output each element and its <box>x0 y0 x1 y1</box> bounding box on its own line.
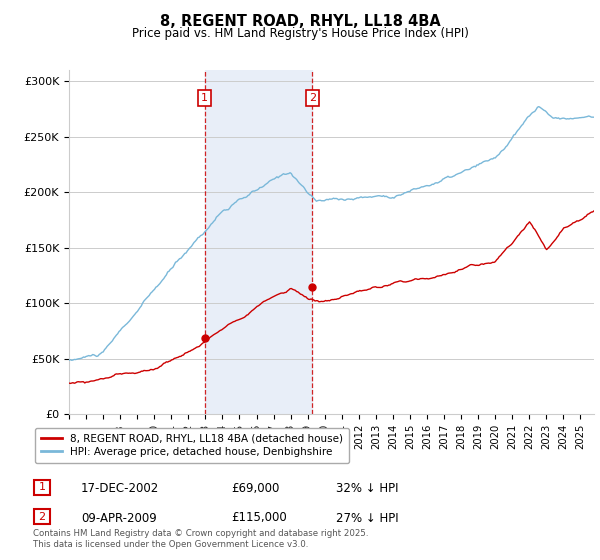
Text: 1: 1 <box>38 482 46 492</box>
Text: 09-APR-2009: 09-APR-2009 <box>81 511 157 525</box>
Text: Price paid vs. HM Land Registry's House Price Index (HPI): Price paid vs. HM Land Registry's House … <box>131 27 469 40</box>
FancyBboxPatch shape <box>34 510 50 524</box>
Text: £69,000: £69,000 <box>231 482 280 495</box>
Text: Contains HM Land Registry data © Crown copyright and database right 2025.
This d: Contains HM Land Registry data © Crown c… <box>33 529 368 549</box>
Legend: 8, REGENT ROAD, RHYL, LL18 4BA (detached house), HPI: Average price, detached ho: 8, REGENT ROAD, RHYL, LL18 4BA (detached… <box>35 428 349 463</box>
FancyBboxPatch shape <box>34 479 50 495</box>
Text: 1: 1 <box>201 93 208 103</box>
Text: 2: 2 <box>308 93 316 103</box>
Text: 27% ↓ HPI: 27% ↓ HPI <box>336 511 398 525</box>
Text: 2: 2 <box>38 512 46 522</box>
Text: 8, REGENT ROAD, RHYL, LL18 4BA: 8, REGENT ROAD, RHYL, LL18 4BA <box>160 14 440 29</box>
Text: £115,000: £115,000 <box>231 511 287 525</box>
Text: 32% ↓ HPI: 32% ↓ HPI <box>336 482 398 495</box>
Text: 17-DEC-2002: 17-DEC-2002 <box>81 482 159 495</box>
Bar <box>205 70 312 414</box>
